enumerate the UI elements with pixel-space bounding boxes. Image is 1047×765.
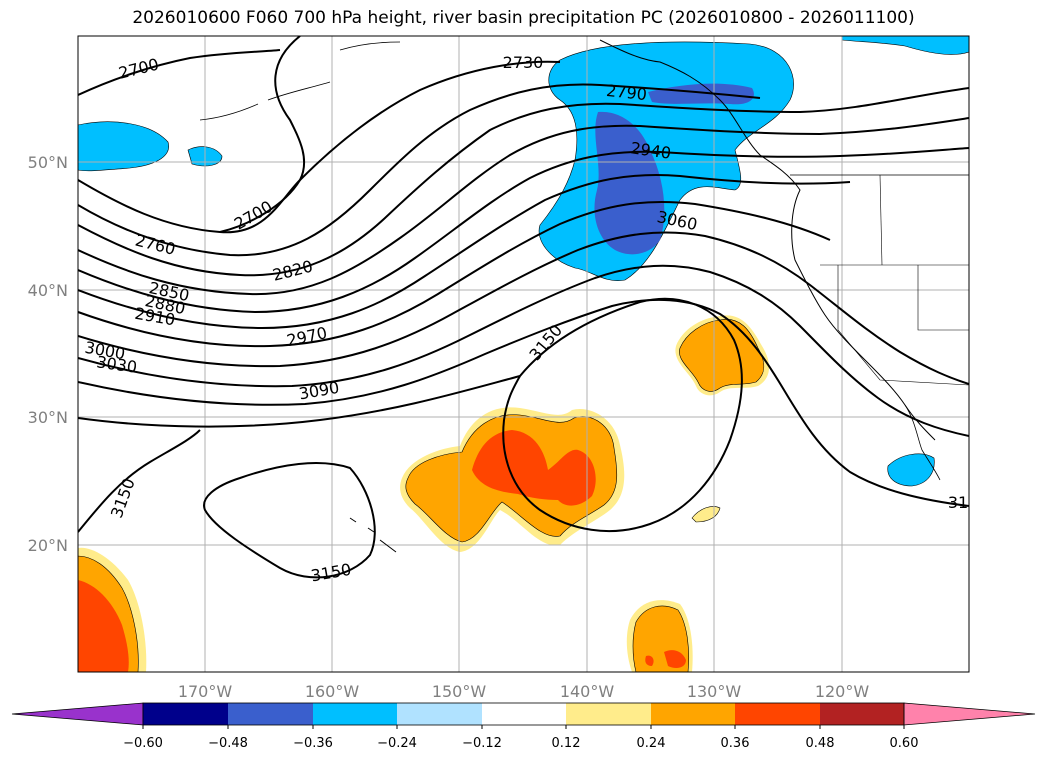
map-frame xyxy=(77,35,970,673)
negative-field-west xyxy=(78,121,169,172)
contour-label: 31 xyxy=(948,493,968,512)
colorbar-segment xyxy=(228,703,313,725)
lon-label: 120°W xyxy=(815,682,870,701)
contour-label: 2700 xyxy=(231,197,276,234)
coastlines xyxy=(199,39,969,553)
colorbar-tick-label: −0.12 xyxy=(462,736,502,751)
colorbar-tick-label: 0.48 xyxy=(806,736,835,751)
positive-field-south-red xyxy=(645,650,686,668)
colorbar-segment xyxy=(313,703,397,725)
colorbar-tick-label: 0.12 xyxy=(552,736,581,751)
contour-label: 3090 xyxy=(297,378,340,404)
colorbar-tick-label: −0.36 xyxy=(293,736,333,751)
contour-label: 2820 xyxy=(271,257,315,285)
negative-field-inner-2 xyxy=(648,83,754,105)
contour-label: 3030 xyxy=(95,352,138,376)
colorbar-extend-high xyxy=(903,702,1036,726)
height-contours xyxy=(78,36,969,579)
lat-label: 30°N xyxy=(28,408,68,427)
colorbar-segment xyxy=(651,703,735,725)
colorbar-tick-label: 0.24 xyxy=(637,736,666,751)
lat-label: 50°N xyxy=(28,153,68,172)
latitude-labels: 50°N 40°N 30°N 20°N xyxy=(28,153,68,555)
lon-label: 170°W xyxy=(178,682,233,701)
contour-label: 2700 xyxy=(117,55,161,83)
colorbar-segment xyxy=(397,703,482,725)
positive-field-central-red xyxy=(472,430,596,506)
colorbar-tick-label: −0.24 xyxy=(377,736,417,751)
lon-label: 160°W xyxy=(305,682,360,701)
colorbar-segment xyxy=(143,703,228,725)
lon-label: 130°W xyxy=(687,682,742,701)
positive-field-southwest-red xyxy=(78,580,129,672)
contour-label: 3150 xyxy=(525,321,566,364)
longitude-labels: 170°W 160°W 150°W 140°W 130°W 120°W xyxy=(178,682,870,701)
colorbar-tick-label: 0.60 xyxy=(890,736,919,751)
contour-label: 2790 xyxy=(605,81,647,104)
positive-field-small xyxy=(691,506,721,523)
colorbar-segment xyxy=(735,703,820,725)
precipitation-fields xyxy=(78,36,969,672)
contour-label: 3150 xyxy=(309,560,352,586)
colorbar-tick-label: −0.60 xyxy=(123,736,163,751)
colorbar-segment xyxy=(566,703,651,725)
contour-label: 3150 xyxy=(107,476,139,521)
map-title: 2026010600 F060 700 hPa height, river ba… xyxy=(132,8,915,28)
colorbar-segment xyxy=(820,703,904,725)
negative-field-baja xyxy=(887,453,935,487)
lat-label: 40°N xyxy=(28,281,68,300)
colorbar: −0.60 −0.48 −0.36 −0.24 −0.12 0.12 0.24 … xyxy=(11,702,1036,751)
colorbar-segment xyxy=(482,703,566,725)
contour-label: 2730 xyxy=(503,53,544,72)
negative-field-inner xyxy=(594,111,665,255)
negative-field-topright xyxy=(841,36,969,55)
lon-label: 140°W xyxy=(560,682,615,701)
lon-label: 150°W xyxy=(432,682,487,701)
colorbar-frame xyxy=(142,702,905,726)
colorbar-tick-label: −0.48 xyxy=(208,736,248,751)
graticule xyxy=(78,36,969,672)
lat-label: 20°N xyxy=(28,536,68,555)
colorbar-tick-label: 0.36 xyxy=(721,736,750,751)
colorbar-extend-low xyxy=(11,702,144,726)
